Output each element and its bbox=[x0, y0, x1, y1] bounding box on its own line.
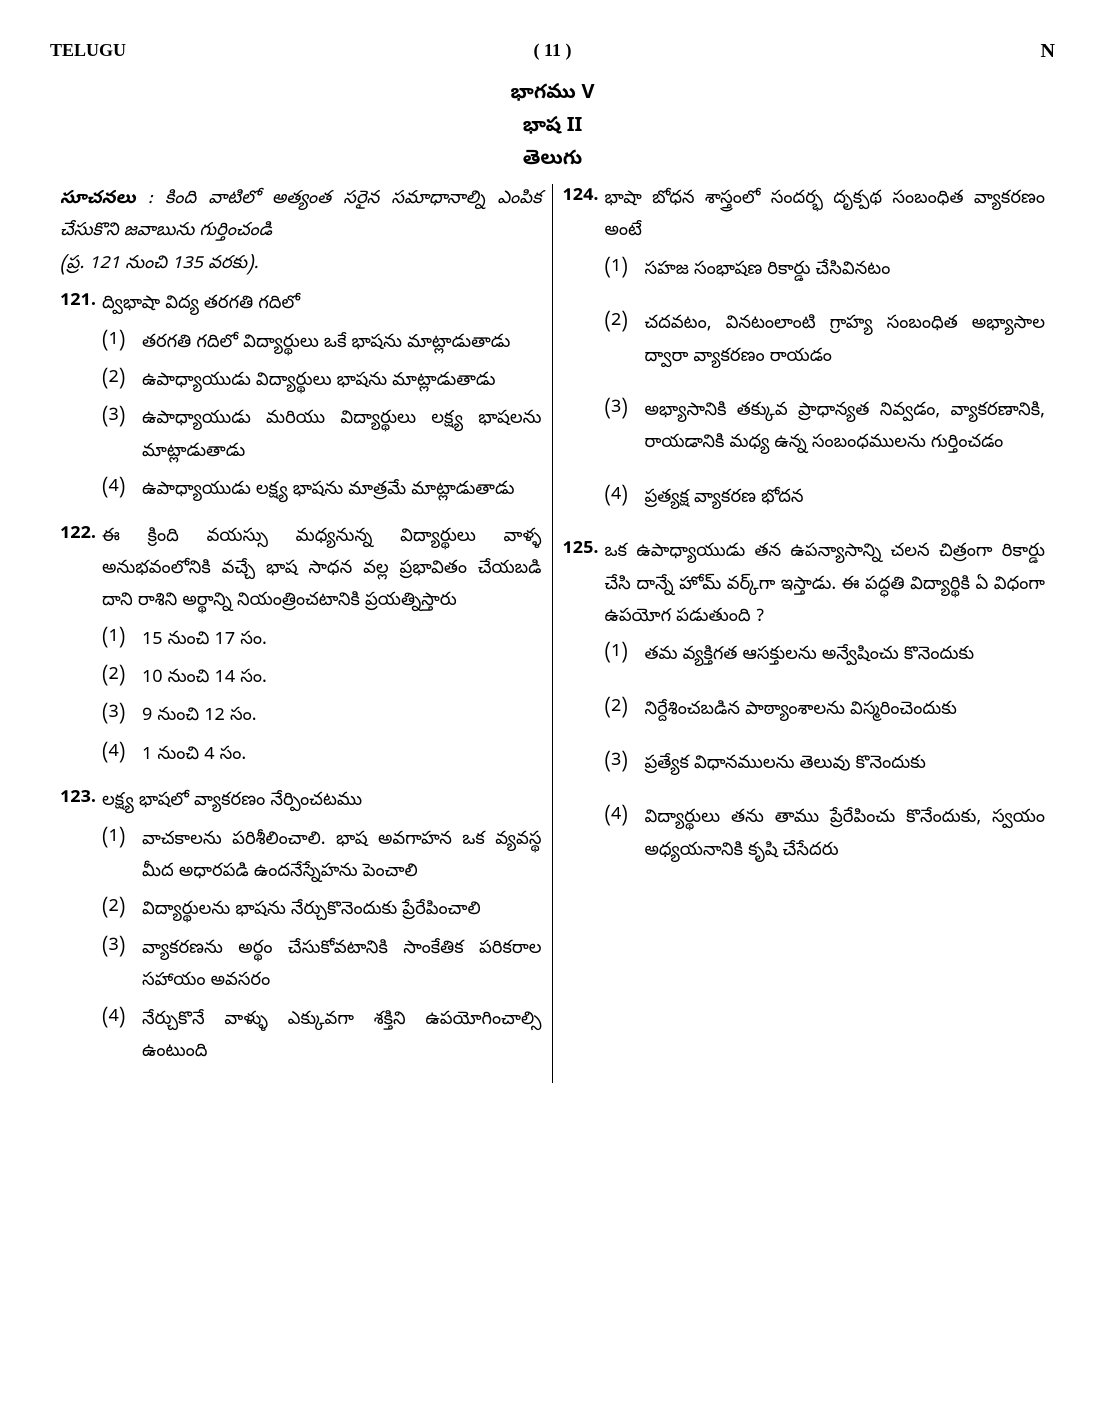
option-number: (1) bbox=[102, 625, 142, 650]
option-number: (4) bbox=[102, 740, 142, 765]
option-text: 15 నుంచి 17 సం. bbox=[142, 625, 542, 657]
option-number: (2) bbox=[102, 663, 142, 688]
option-number: (1) bbox=[605, 255, 645, 280]
option-text: విద్యార్థులు తను తాము ప్రేరేపించు కొనేంద… bbox=[645, 803, 1046, 868]
name-title: తెలుగు bbox=[50, 147, 1055, 174]
question-text: ద్విభాషా విద్య తరగతి గదిలో bbox=[102, 289, 542, 321]
option-number: (3) bbox=[605, 749, 645, 774]
instructions-label: సూచనలు bbox=[60, 187, 136, 212]
question: 124.భాషా బోధన శాస్త్రంలో సందర్భ దృక్పథ స… bbox=[563, 184, 1046, 515]
option[interactable]: (2)ఉపాధ్యాయుడు విద్యార్థులు భాషను మాట్లా… bbox=[102, 366, 542, 398]
option-text: తరగతి గదిలో విద్యార్థులు ఒకే భాషను మాట్ల… bbox=[142, 328, 542, 360]
option-number: (2) bbox=[605, 695, 645, 720]
option-text: ఉపాధ్యాయుడు మరియు విద్యార్థులు లక్ష్య భా… bbox=[142, 404, 542, 469]
option-text: చదవటం, వినటంలాంటి గ్రాహ్య సంబంధిత అభ్యాస… bbox=[645, 309, 1046, 374]
subject-label: TELUGU bbox=[50, 40, 126, 61]
option[interactable]: (3)ప్రత్యేక విధానములను తెలువు కొనెందుకు bbox=[605, 749, 1046, 781]
option-text: నిర్దేశించబడిన పాఠ్యాంశాలను విస్మరించెంద… bbox=[645, 695, 1046, 727]
option-text: అభ్యాసానికి తక్కువ ప్రాధాన్యత నివ్వడం, వ… bbox=[645, 396, 1046, 461]
option[interactable]: (3)9 నుంచి 12 సం. bbox=[102, 701, 542, 733]
question-text: భాషా బోధన శాస్త్రంలో సందర్భ దృక్పథ సంబంధ… bbox=[605, 184, 1046, 249]
question-text: ఈ క్రింది వయస్సు మధ్యనున్న విద్యార్థులు … bbox=[102, 522, 542, 619]
left-column: సూచనలు : కింది వాటిలో అత్యంత సరైన సమాధాన… bbox=[50, 184, 553, 1083]
option-number: (1) bbox=[605, 640, 645, 665]
content-columns: సూచనలు : కింది వాటిలో అత్యంత సరైన సమాధాన… bbox=[50, 184, 1055, 1083]
option-number: (4) bbox=[102, 475, 142, 500]
option[interactable]: (1)వాచకాలను పరిశీలించాలి. భాష అవగాహన ఒక … bbox=[102, 825, 542, 890]
question: 122.ఈ క్రింది వయస్సు మధ్యనున్న విద్యార్థ… bbox=[60, 522, 542, 773]
option-number: (3) bbox=[102, 404, 142, 429]
option-text: ఉపాధ్యాయుడు విద్యార్థులు భాషను మాట్లాడుత… bbox=[142, 366, 542, 398]
option-text: ప్రత్యక్ష వ్యాకరణ భోదన bbox=[645, 483, 1046, 515]
option-text: సహజ సంభాషణ రికార్డు చేసివినటం bbox=[645, 255, 1046, 287]
option-text: వ్యాకరణను అర్థం చేసుకోవటానికి సాంకేతిక ప… bbox=[142, 934, 542, 999]
options-list: (1)సహజ సంభాషణ రికార్డు చేసివినటం(2)చదవటం… bbox=[563, 255, 1046, 515]
question: 123.లక్ష్య భాషలో వ్యాకరణం నేర్పించటము (1)… bbox=[60, 786, 542, 1069]
options-list: (1)వాచకాలను పరిశీలించాలి. భాష అవగాహన ఒక … bbox=[60, 825, 542, 1070]
option-number: (2) bbox=[102, 895, 142, 920]
instructions-block: సూచనలు : కింది వాటిలో అత్యంత సరైన సమాధాన… bbox=[60, 184, 542, 281]
option[interactable]: (1)తమ వ్యక్తిగత ఆసక్తులను అన్వేషించు కొన… bbox=[605, 640, 1046, 672]
option-text: ప్రత్యేక విధానములను తెలువు కొనెందుకు bbox=[645, 749, 1046, 781]
option-number: (3) bbox=[102, 701, 142, 726]
option-number: (1) bbox=[102, 825, 142, 850]
option[interactable]: (4)ప్రత్యక్ష వ్యాకరణ భోదన bbox=[605, 483, 1046, 515]
right-column: 124.భాషా బోధన శాస్త్రంలో సందర్భ దృక్పథ స… bbox=[553, 184, 1056, 1083]
question-number: 121. bbox=[60, 289, 102, 314]
option-number: (4) bbox=[102, 1005, 142, 1030]
option[interactable]: (4)నేర్చుకొనే వాళ్ళు ఎక్కువగా శక్తిని ఉప… bbox=[102, 1005, 542, 1070]
option[interactable]: (1)15 నుంచి 17 సం. bbox=[102, 625, 542, 657]
part-title: భాగము V bbox=[50, 81, 1055, 108]
instructions-range: (ప్ర. 121 నుంచి 135 వరకు). bbox=[60, 252, 259, 277]
option-text: 1 నుంచి 4 సం. bbox=[142, 740, 542, 772]
lang-title: భాష II bbox=[50, 114, 1055, 141]
options-list: (1)తరగతి గదిలో విద్యార్థులు ఒకే భాషను మా… bbox=[60, 328, 542, 508]
option-text: వాచకాలను పరిశీలించాలి. భాష అవగాహన ఒక వ్య… bbox=[142, 825, 542, 890]
question-number: 125. bbox=[563, 537, 605, 562]
options-list: (1)తమ వ్యక్తిగత ఆసక్తులను అన్వేషించు కొన… bbox=[563, 640, 1046, 868]
options-list: (1)15 నుంచి 17 సం.(2)10 నుంచి 14 సం.(3)9… bbox=[60, 625, 542, 773]
question-number: 122. bbox=[60, 522, 102, 547]
option[interactable]: (4)1 నుంచి 4 సం. bbox=[102, 740, 542, 772]
question-text: లక్ష్య భాషలో వ్యాకరణం నేర్పించటము bbox=[102, 786, 542, 818]
option[interactable]: (3)వ్యాకరణను అర్థం చేసుకోవటానికి సాంకేతి… bbox=[102, 934, 542, 999]
option-number: (4) bbox=[605, 483, 645, 508]
option-number: (4) bbox=[605, 803, 645, 828]
question-number: 123. bbox=[60, 786, 102, 811]
option[interactable]: (3)ఉపాధ్యాయుడు మరియు విద్యార్థులు లక్ష్య… bbox=[102, 404, 542, 469]
page-header: TELUGU ( 11 ) N bbox=[50, 40, 1055, 61]
option-text: తమ వ్యక్తిగత ఆసక్తులను అన్వేషించు కొనెంద… bbox=[645, 640, 1046, 672]
option[interactable]: (2)నిర్దేశించబడిన పాఠ్యాంశాలను విస్మరించ… bbox=[605, 695, 1046, 727]
option-number: (1) bbox=[102, 328, 142, 353]
option-text: నేర్చుకొనే వాళ్ళు ఎక్కువగా శక్తిని ఉపయోగ… bbox=[142, 1005, 542, 1070]
option-number: (3) bbox=[102, 934, 142, 959]
option-text: 9 నుంచి 12 సం. bbox=[142, 701, 542, 733]
instructions-colon: : bbox=[148, 187, 153, 212]
option[interactable]: (4)ఉపాధ్యాయుడు లక్ష్య భాషను మాత్రమే మాట్… bbox=[102, 475, 542, 507]
question: 121.ద్విభాషా విద్య తరగతి గదిలో (1)తరగతి గ… bbox=[60, 289, 542, 507]
code-label: N bbox=[1041, 40, 1055, 63]
option[interactable]: (1)సహజ సంభాషణ రికార్డు చేసివినటం bbox=[605, 255, 1046, 287]
option-number: (3) bbox=[605, 396, 645, 421]
option[interactable]: (2)చదవటం, వినటంలాంటి గ్రాహ్య సంబంధిత అభ్… bbox=[605, 309, 1046, 374]
option-text: విద్యార్థులను భాషను నేర్చుకొనెందుకు ప్రే… bbox=[142, 895, 542, 927]
question: 125.ఒక ఉపాధ్యాయుడు తన ఉపన్యాసాన్ని చలన చ… bbox=[563, 537, 1046, 868]
option-text: 10 నుంచి 14 సం. bbox=[142, 663, 542, 695]
option[interactable]: (4)విద్యార్థులు తను తాము ప్రేరేపించు కొన… bbox=[605, 803, 1046, 868]
option-number: (2) bbox=[605, 309, 645, 334]
option[interactable]: (2)విద్యార్థులను భాషను నేర్చుకొనెందుకు ప… bbox=[102, 895, 542, 927]
option[interactable]: (1)తరగతి గదిలో విద్యార్థులు ఒకే భాషను మా… bbox=[102, 328, 542, 360]
option[interactable]: (2)10 నుంచి 14 సం. bbox=[102, 663, 542, 695]
page-number: ( 11 ) bbox=[50, 40, 1055, 61]
option-number: (2) bbox=[102, 366, 142, 391]
question-text: ఒక ఉపాధ్యాయుడు తన ఉపన్యాసాన్ని చలన చిత్ర… bbox=[605, 537, 1046, 634]
option[interactable]: (3)అభ్యాసానికి తక్కువ ప్రాధాన్యత నివ్వడం… bbox=[605, 396, 1046, 461]
question-number: 124. bbox=[563, 184, 605, 209]
option-text: ఉపాధ్యాయుడు లక్ష్య భాషను మాత్రమే మాట్లాడ… bbox=[142, 475, 542, 507]
